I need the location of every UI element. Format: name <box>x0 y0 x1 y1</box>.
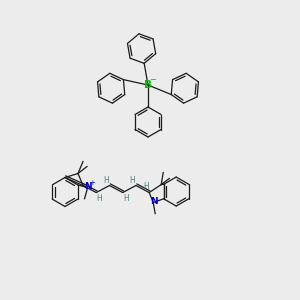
Text: H: H <box>143 182 149 191</box>
Text: H: H <box>103 176 109 185</box>
Text: H: H <box>96 194 102 203</box>
Text: +: + <box>90 180 95 186</box>
Text: −: − <box>149 76 157 85</box>
Text: N: N <box>150 197 158 206</box>
Text: N: N <box>84 182 92 191</box>
Text: B: B <box>144 80 152 90</box>
Text: H: H <box>129 176 135 185</box>
Text: H: H <box>123 194 129 203</box>
